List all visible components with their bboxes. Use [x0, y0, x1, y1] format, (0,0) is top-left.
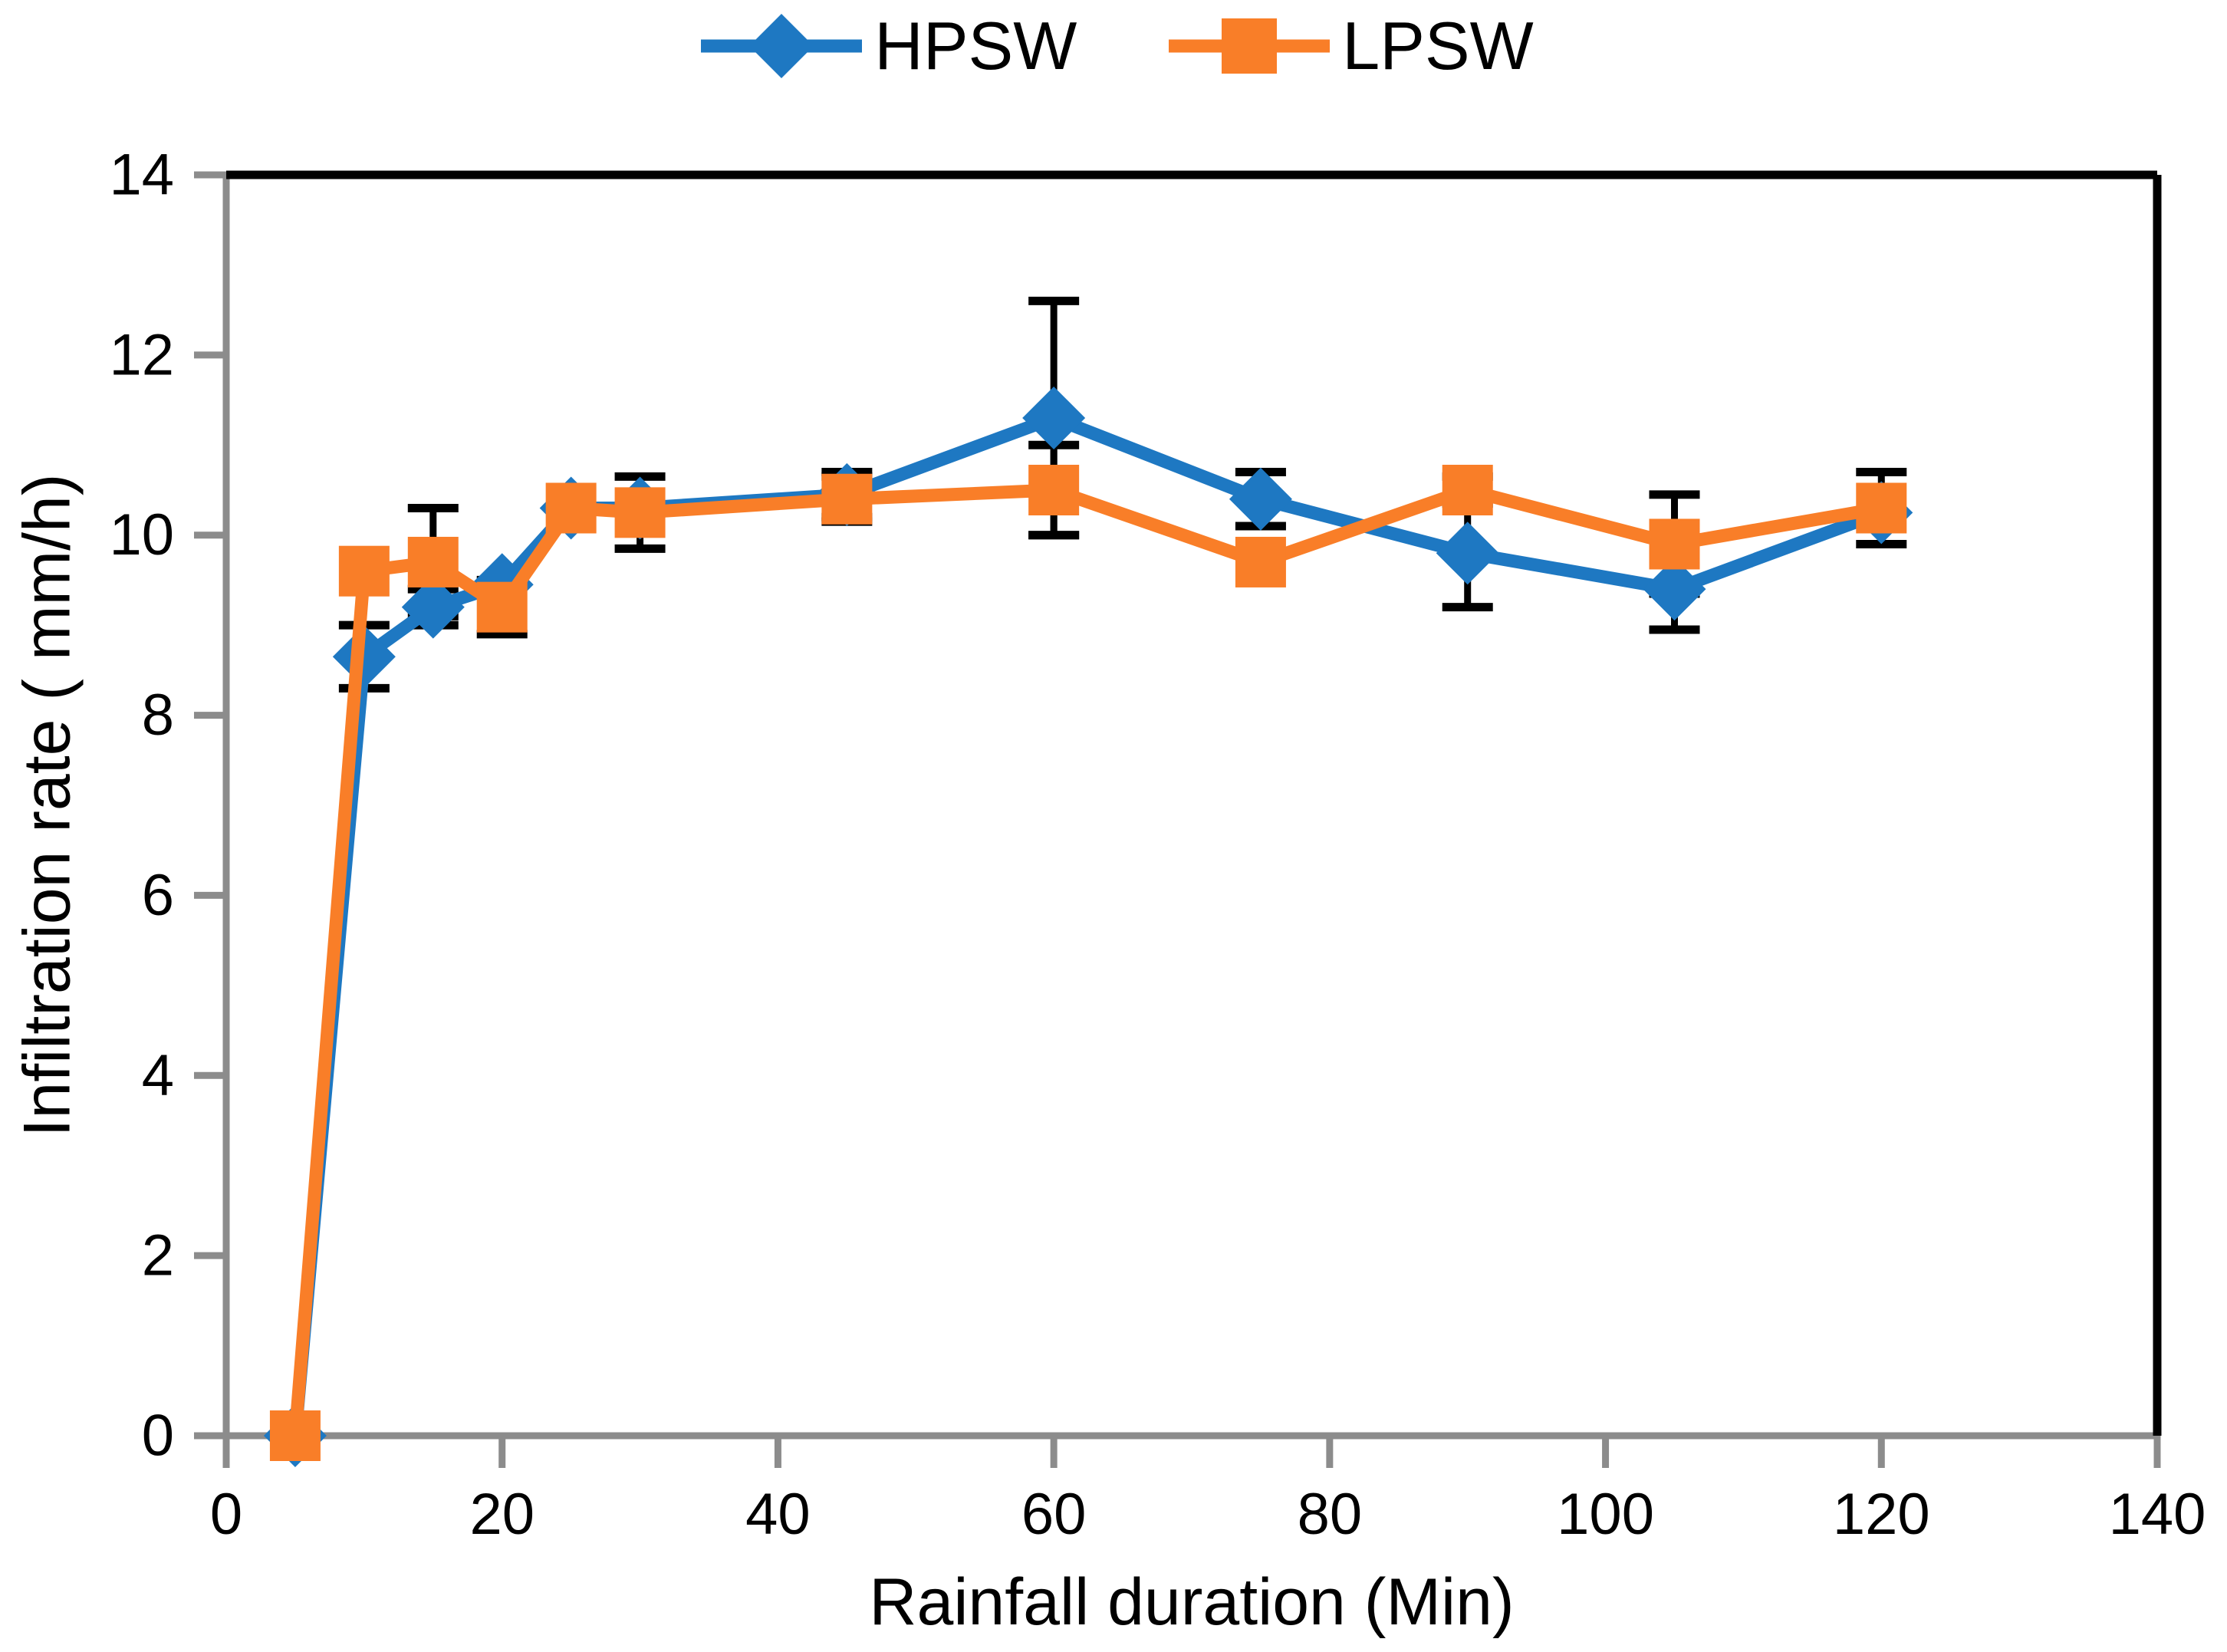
- x-tick-label: 100: [1557, 1482, 1654, 1547]
- x-tick-label: 40: [745, 1482, 811, 1547]
- x-tick-label: 80: [1298, 1482, 1363, 1547]
- series-line-lpsw: [288, 483, 1883, 1436]
- x-tick-label: 140: [2109, 1482, 2206, 1547]
- data-point-lpsw: [1649, 518, 1700, 570]
- x-tick-label: 20: [469, 1482, 535, 1547]
- data-point-lpsw: [1442, 465, 1493, 515]
- data-point-hpsw: [1436, 522, 1499, 585]
- data-point-hpsw: [401, 575, 465, 639]
- y-tick-label: 6: [142, 863, 174, 928]
- y-tick-label: 12: [109, 322, 174, 387]
- data-point-hpsw: [1643, 558, 1706, 621]
- y-tick-label: 4: [142, 1043, 174, 1108]
- data-point-lpsw: [614, 487, 666, 538]
- x-tick-label: 0: [210, 1482, 242, 1547]
- y-tick-label: 10: [109, 502, 174, 568]
- data-point-hpsw: [1229, 467, 1292, 531]
- data-point-lpsw: [476, 581, 528, 633]
- data-point-lpsw: [1856, 482, 1907, 534]
- y-tick-label: 2: [142, 1223, 174, 1288]
- data-point-lpsw: [545, 482, 597, 534]
- data-point-lpsw: [1028, 465, 1080, 515]
- y-tick-label: 14: [109, 143, 174, 208]
- data-point-lpsw: [407, 536, 459, 587]
- y-axis-title: Infiltration rate ( mm/h): [10, 473, 84, 1137]
- data-point-lpsw: [338, 545, 390, 597]
- x-tick-label: 120: [1833, 1482, 1930, 1547]
- y-tick-label: 0: [142, 1404, 174, 1469]
- data-point-lpsw: [1235, 536, 1286, 587]
- data-point-hpsw: [332, 625, 396, 689]
- x-axis-title: Rainfall duration (Min): [869, 1565, 1515, 1639]
- data-point-lpsw: [269, 1410, 321, 1461]
- data-point-lpsw: [821, 473, 873, 525]
- y-tick-label: 8: [142, 683, 174, 748]
- data-point-hpsw: [1022, 387, 1086, 450]
- x-tick-label: 60: [1021, 1482, 1087, 1547]
